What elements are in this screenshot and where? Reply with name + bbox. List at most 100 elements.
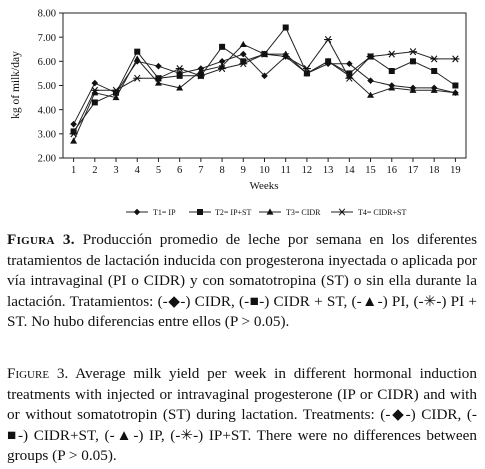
data-point-triangle [154,79,162,86]
data-point-star [133,74,142,82]
data-point-triangle [197,67,205,74]
x-tick-label: 18 [429,165,440,176]
triangle-icon: ▲ [361,292,378,310]
y-tick-label: 7.00 [38,33,56,44]
legend-label: T4= CIDR+ST [358,208,406,217]
star-icon: ✳ [423,292,437,310]
legend-item: T4= CIDR+ST [331,208,406,217]
x-tick-label: 1 [71,165,76,176]
x-tick-label: 12 [302,165,313,176]
data-point-diamond [91,79,99,87]
caption-text: -) IP, (- [133,426,181,444]
data-point-triangle [388,84,396,91]
caption-text: -) CIDR+ST, (- [17,426,115,444]
data-point-square [409,58,416,65]
triangle-icon: ▲ [114,426,134,444]
data-point-diamond [218,58,226,65]
y-tick-label: 8.00 [38,9,56,20]
caption-text: -) CIDR, (- [405,406,477,423]
data-point-square [240,58,247,65]
diamond-icon: ◆ [390,406,406,423]
data-point-square [282,24,289,31]
data-point-triangle [176,84,184,91]
plot-frame [62,12,467,159]
x-tick-label: 9 [241,165,246,176]
square-icon: ■ [249,292,260,310]
data-point-star [260,50,269,58]
legend-star-icon [338,208,346,216]
caption-text: -) PI + ST. No hubo diferencias entre el… [7,292,477,331]
data-point-star [430,55,439,63]
x-tick-label: 6 [177,165,182,176]
x-tick-label: 19 [450,165,461,176]
x-tick-label: 4 [135,165,141,176]
data-point-star [408,48,417,56]
data-point-square [113,89,120,96]
data-point-triangle [324,57,332,64]
x-tick-label: 8 [219,165,224,176]
data-point-triangle [451,89,459,96]
data-point-star [239,60,248,68]
data-point-square [134,48,141,55]
x-tick-label: 5 [156,165,161,176]
caption-text: -) PI, (- [377,292,424,310]
x-tick-label: 16 [387,165,398,176]
data-point-triangle [112,93,120,101]
x-axis: 1 2 3 4 5 6 7 8 9 10 11 12 13 14 15 16 17 18 19 [71,158,461,176]
legend-diamond-icon [133,208,141,216]
caption-label: Figura 3. [7,231,75,248]
data-point-triangle [409,86,417,93]
star-icon: ✳ [180,426,194,444]
y-tick-label: 5.00 [38,81,56,92]
x-tick-label: 11 [281,165,291,176]
data-point-triangle [133,55,141,62]
data-point-triangle [430,86,438,93]
x-tick-label: 3 [113,165,118,176]
data-point-square [70,128,77,135]
data-point-diamond [261,72,268,80]
data-point-star [324,36,333,44]
square-icon: ■ [7,426,18,444]
data-point-star [175,65,184,73]
legend-item: T1= IP [126,208,176,217]
chart-legend: T1= IP T2= IP+ST T3= CIDR T4= CIDR+ST [126,208,406,217]
data-point-triangle [239,40,247,48]
data-point-triangle [367,91,375,98]
x-tick-label: 14 [344,165,355,176]
y-tick-label: 4.00 [38,105,56,116]
legend-label: T2= IP+ST [215,208,251,217]
data-point-star [196,72,205,80]
series-star [69,36,460,138]
diamond-icon: ◆ [167,292,181,310]
x-tick-label: 17 [408,165,419,176]
data-point-square [176,72,183,79]
data-point-diamond [367,77,374,84]
x-tick-label: 13 [323,165,334,176]
series-triangle [70,40,459,144]
data-point-square [431,68,438,74]
data-point-square [452,82,459,89]
x-tick-label: 2 [92,165,97,176]
y-tick-label: 2.00 [38,154,56,165]
data-point-star [366,52,375,61]
caption-text: . Average milk yield per week in differe… [7,365,477,423]
data-point-star [281,52,290,61]
y-tick-label: 3.00 [38,129,56,140]
data-point-star [345,74,354,82]
data-point-star [112,86,121,94]
data-point-diamond [239,50,247,58]
series-line [73,43,456,142]
caption-text: -) CIDR + ST, (- [259,292,362,310]
data-point-triangle [70,137,78,144]
series-line [73,26,456,132]
legend-item: T2= IP+ST [189,208,251,217]
legend-square-icon [197,209,203,215]
figure-caption-spanish: Figura 3. Producción promedio de leche p… [7,230,477,333]
data-point-star [302,65,311,73]
data-point-star [90,86,99,94]
figure-caption-english: Figure 3. Average milk yield per week in… [7,364,477,467]
y-axis-label: kg of milk/day [10,51,22,119]
data-point-star [218,65,227,73]
milk-yield-chart: 2.003.004.005.006.007.008.00 1 2 3 4 5 6 7 8 9 10… [10,9,467,217]
data-point-diamond [346,60,353,68]
